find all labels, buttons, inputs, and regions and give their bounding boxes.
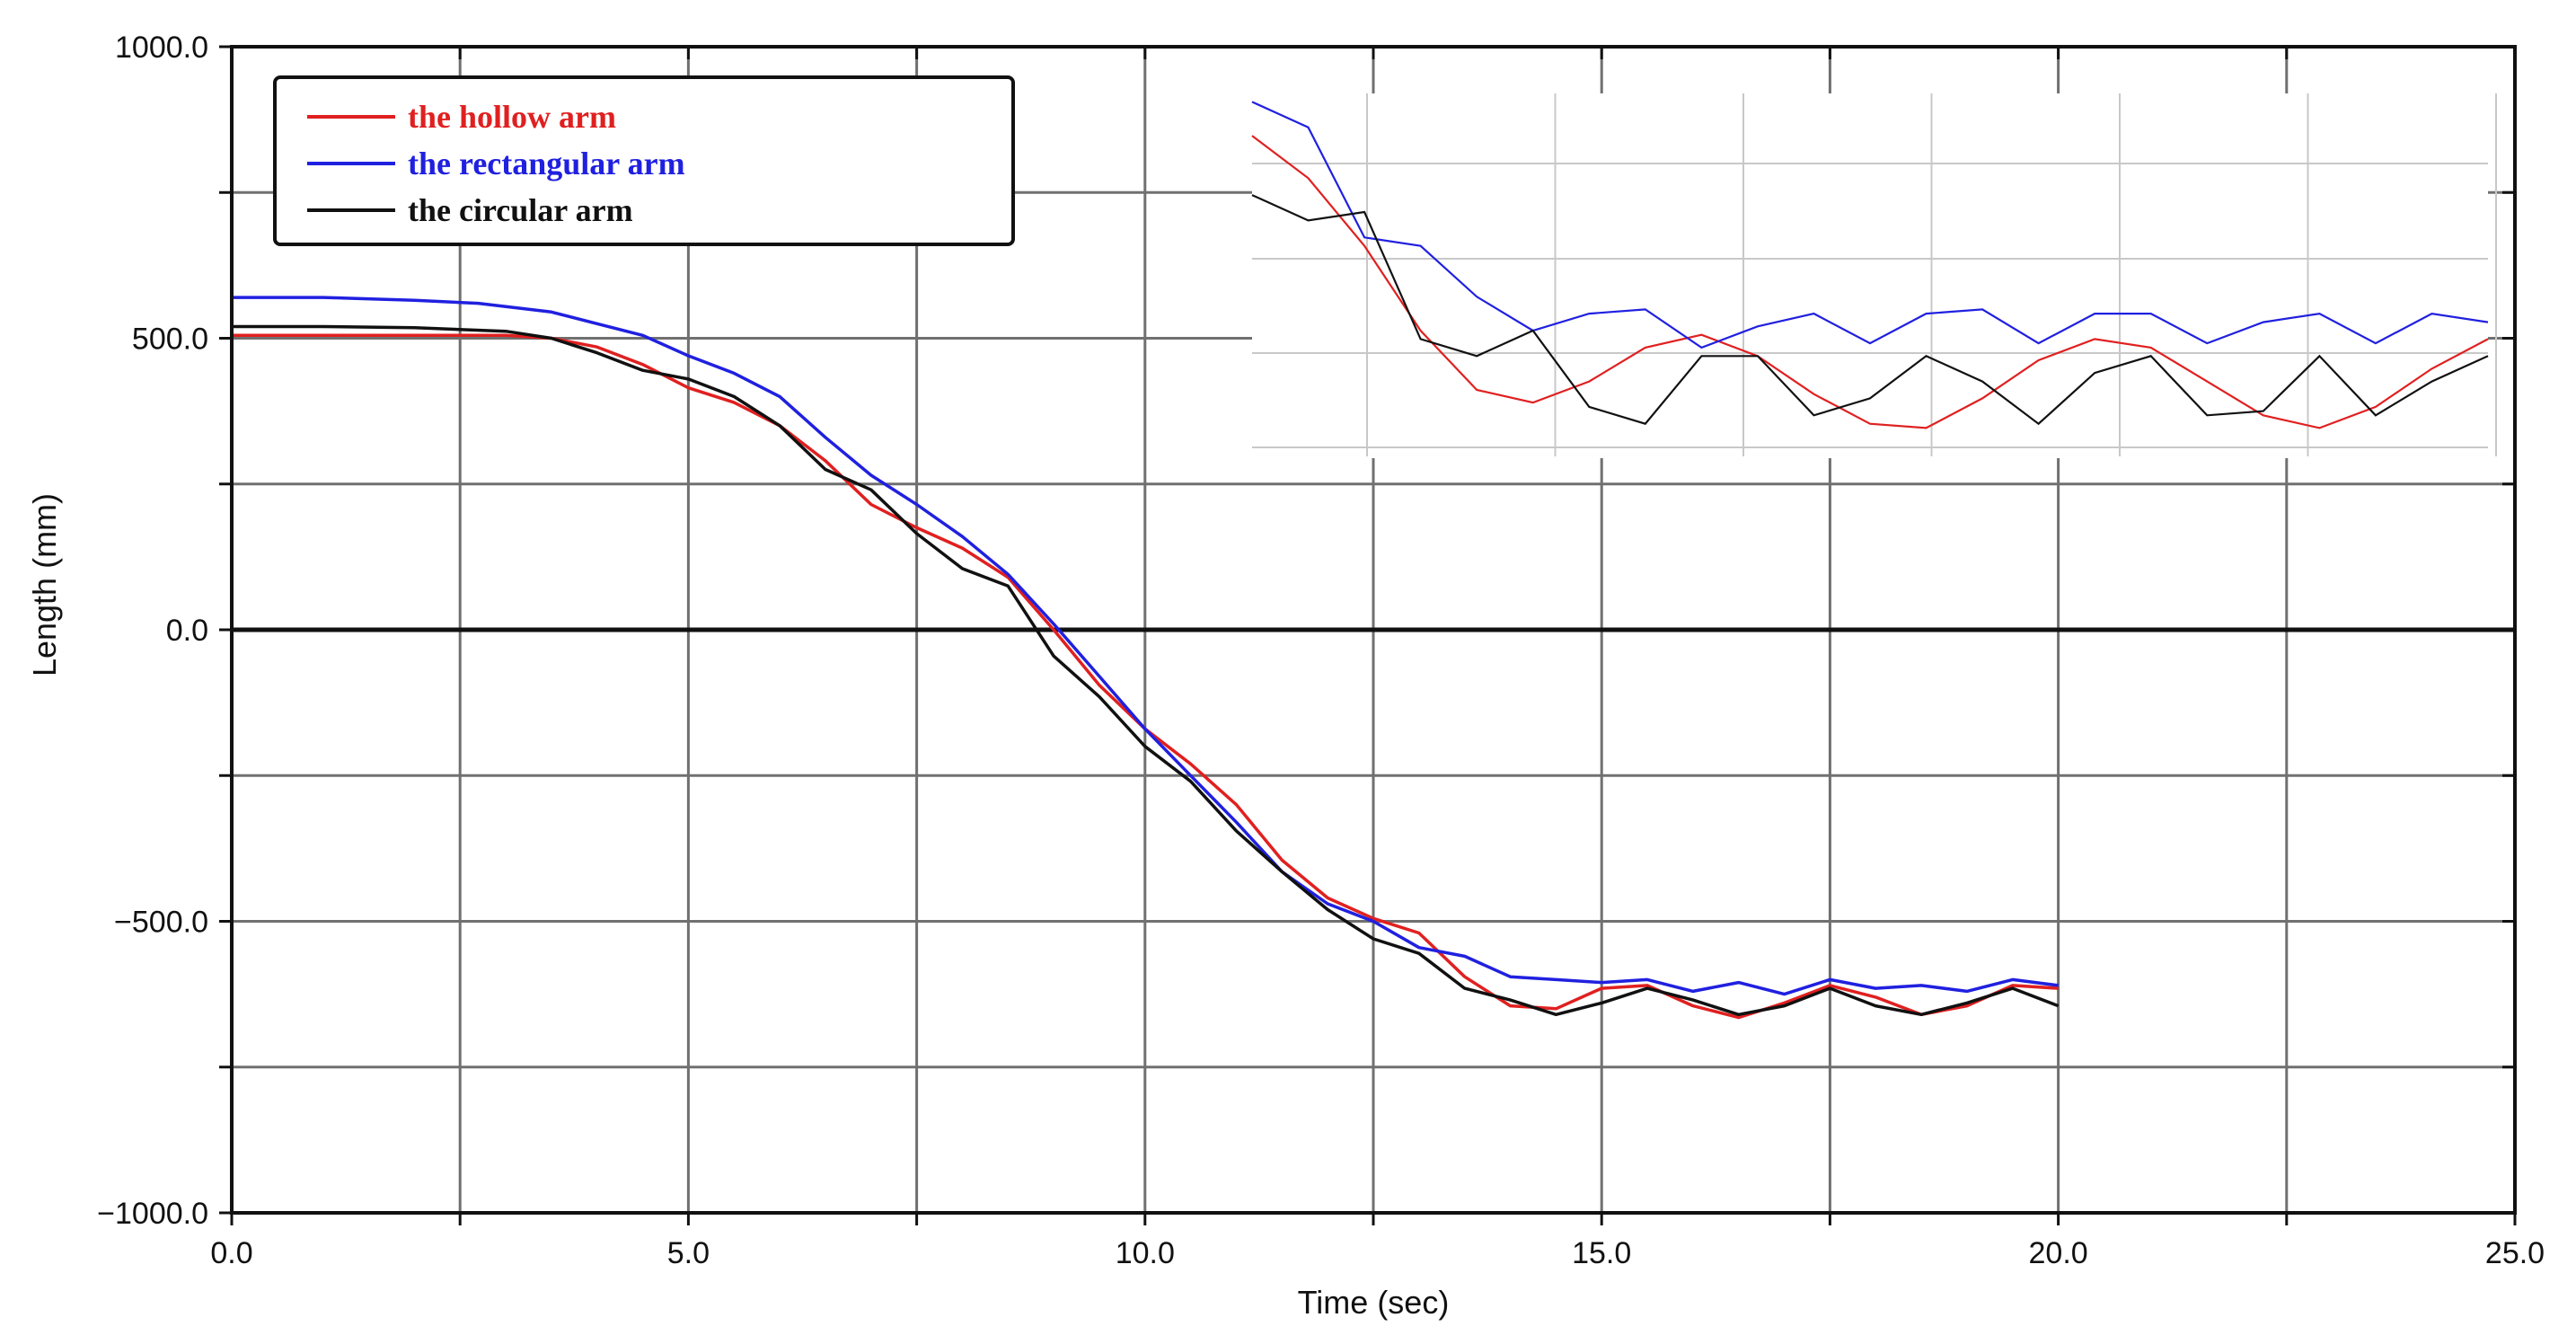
legend: the hollow arm the rectangular arm the cir… [273, 75, 1015, 246]
inset-series-line-the-circular-arm [1251, 194, 2489, 426]
x-axis-title: Time (sec) [1298, 1284, 1450, 1321]
series-line-the-circular-arm [232, 324, 2060, 1017]
legend-label: the hollow arm [408, 99, 616, 135]
legend-label: the rectangular arm [408, 146, 685, 181]
y-tick-label: 0.0 [166, 614, 208, 648]
x-tick-label: 15.0 [1572, 1236, 1631, 1270]
y-tick-label: 1000.0 [115, 31, 208, 65]
x-tick-label: 10.0 [1116, 1236, 1175, 1270]
x-tick-label: 5.0 [667, 1236, 710, 1270]
inset-series-line-the-rectangular-arm [1251, 101, 2489, 349]
y-tick-label: −500.0 [114, 906, 208, 940]
y-tick-label: 500.0 [132, 323, 208, 357]
x-tick-label: 0.0 [210, 1236, 252, 1270]
series-line-the-rectangular-arm [232, 296, 2059, 996]
inset-background [1252, 93, 2488, 458]
x-tick-label: 25.0 [2485, 1236, 2545, 1270]
y-tick-label: −1000.0 [97, 1197, 208, 1231]
axes: 0.0 5.0 10.0 15.0 20.0 25.0 −1000.0 −500.0 0.0 50… [26, 31, 2545, 1321]
inset-series-line-the-hollow-arm [1251, 135, 2489, 429]
legend-box [273, 75, 1015, 246]
plot-series [232, 296, 2060, 1020]
inset-zoom-panel [1251, 93, 2497, 458]
y-axis-title: Length (mm) [26, 493, 63, 676]
series-line-the-hollow-arm [232, 333, 2059, 1020]
x-tick-label: 20.0 [2029, 1236, 2088, 1270]
legend-label: the circular arm [408, 192, 633, 228]
